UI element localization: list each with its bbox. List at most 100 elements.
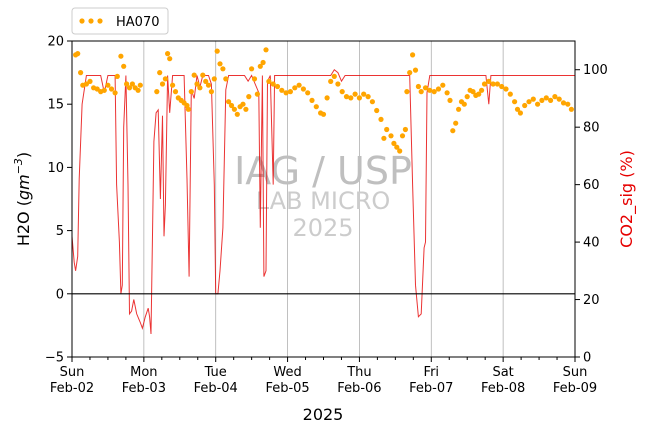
ha070-point xyxy=(456,106,462,112)
ha070-point xyxy=(548,97,554,103)
ha070-point xyxy=(101,87,107,93)
y-left-tick-label: 0 xyxy=(56,287,64,302)
ha070-point xyxy=(287,89,293,95)
legend[interactable]: HA070 xyxy=(71,7,169,35)
ha070-point xyxy=(159,81,166,87)
y-left-tick-label: 20 xyxy=(47,35,64,50)
ha070-point xyxy=(464,94,470,100)
ha070-point xyxy=(348,95,354,101)
ha070-point xyxy=(453,120,459,126)
ha070-point xyxy=(328,78,334,84)
ha070-point xyxy=(214,48,220,54)
ha070-point xyxy=(231,106,237,112)
ha070-point xyxy=(440,82,446,88)
ha070-point xyxy=(320,111,327,117)
ha070-point xyxy=(124,81,130,87)
ha070-point xyxy=(402,126,408,133)
ha070-point xyxy=(313,104,319,110)
ha070-point xyxy=(335,81,341,87)
y-left-tick-label: 15 xyxy=(47,98,64,113)
ha070-point xyxy=(263,47,269,53)
ha070-point xyxy=(197,85,203,91)
y-left-tick-label: 10 xyxy=(47,161,64,176)
ha070-point xyxy=(300,86,306,92)
ha070-point xyxy=(154,89,160,95)
ha070-point xyxy=(391,140,397,146)
ha070-point xyxy=(384,126,390,133)
ha070-point xyxy=(167,56,173,62)
ha070-point xyxy=(279,87,285,93)
y-left-axis-label: H2O (gm−3) xyxy=(12,152,33,246)
ha070-point xyxy=(343,94,350,100)
ha070-point xyxy=(399,133,406,139)
x-tick-day: Tue xyxy=(204,365,227,380)
ha070-point xyxy=(75,51,81,57)
ha070-point xyxy=(240,101,246,107)
ha070-point xyxy=(381,135,387,141)
x-tick-date: Feb-03 xyxy=(122,381,166,396)
ha070-point xyxy=(118,53,124,59)
legend-marker-dot xyxy=(88,18,94,24)
ha070-point xyxy=(78,70,84,76)
y-left-label-math: gm xyxy=(14,174,33,200)
ha070-point xyxy=(435,86,442,92)
ha070-point xyxy=(246,94,252,100)
ha070-point xyxy=(543,95,549,101)
ha070-point xyxy=(461,101,467,107)
y-right-axis-ticks: 0 20 40 60 80 100 xyxy=(575,63,608,366)
series-co2-sig xyxy=(71,68,575,335)
y-right-tick-label: 0 xyxy=(583,351,591,366)
ha070-point xyxy=(378,116,384,122)
ha070-point xyxy=(447,97,453,103)
ha070-point xyxy=(126,85,133,91)
x-tick-date: Feb-07 xyxy=(409,381,453,396)
ha070-point xyxy=(511,99,518,105)
watermark-line-2: LAB MICRO xyxy=(256,187,391,215)
ha070-point xyxy=(226,99,232,105)
ha070-point xyxy=(444,90,450,96)
y-left-label-sup: −3 xyxy=(12,158,25,174)
x-tick-day: Sun xyxy=(60,365,85,380)
watermark: IAG / USP LAB MICRO 2025 xyxy=(234,149,412,242)
ha070-point xyxy=(450,128,456,134)
ha070-point xyxy=(266,78,272,84)
ha070-point xyxy=(185,106,191,112)
ha070-point xyxy=(394,144,400,150)
legend-box xyxy=(71,7,169,35)
ha070-point xyxy=(108,86,115,92)
ha070-point xyxy=(507,91,513,97)
ha070-point xyxy=(356,95,362,101)
y-left-tick-label: −5 xyxy=(45,351,64,366)
ha070-point xyxy=(503,86,509,92)
ha070-point xyxy=(188,89,194,95)
ha070-point xyxy=(568,106,575,112)
ha070-point xyxy=(514,106,521,112)
legend-label-ha070: HA070 xyxy=(116,15,159,30)
y-right-axis-label: CO2_sig (%) xyxy=(617,150,637,248)
ha070-point xyxy=(305,90,311,96)
y-left-tick-label: 5 xyxy=(56,224,64,239)
y-right-tick-label: 40 xyxy=(583,236,600,251)
y-right-tick-label: 60 xyxy=(583,178,600,193)
ha070-point xyxy=(552,94,558,100)
ha070-point xyxy=(283,90,289,96)
ha070-point xyxy=(374,107,380,114)
ha070-point xyxy=(422,85,429,91)
x-tick-date: Feb-05 xyxy=(265,381,309,396)
y-left-label-suffix: ) xyxy=(14,152,33,158)
ha070-point xyxy=(490,81,496,87)
ha070-point xyxy=(481,81,488,87)
ha070-point xyxy=(517,110,524,116)
ha070-point xyxy=(217,61,223,67)
x-axis-label: 2025 xyxy=(303,405,344,424)
ha070-point xyxy=(476,91,482,97)
ha070-point xyxy=(494,81,500,87)
ha070-point xyxy=(243,106,249,112)
ha070-point xyxy=(170,82,176,88)
ha070-point xyxy=(121,63,127,69)
ha070-point xyxy=(254,91,260,97)
ha070-point xyxy=(234,111,240,117)
x-tick-date: Feb-06 xyxy=(337,381,381,396)
x-tick-date: Feb-09 xyxy=(553,381,597,396)
y-left-label-prefix: H2O ( xyxy=(14,200,33,246)
